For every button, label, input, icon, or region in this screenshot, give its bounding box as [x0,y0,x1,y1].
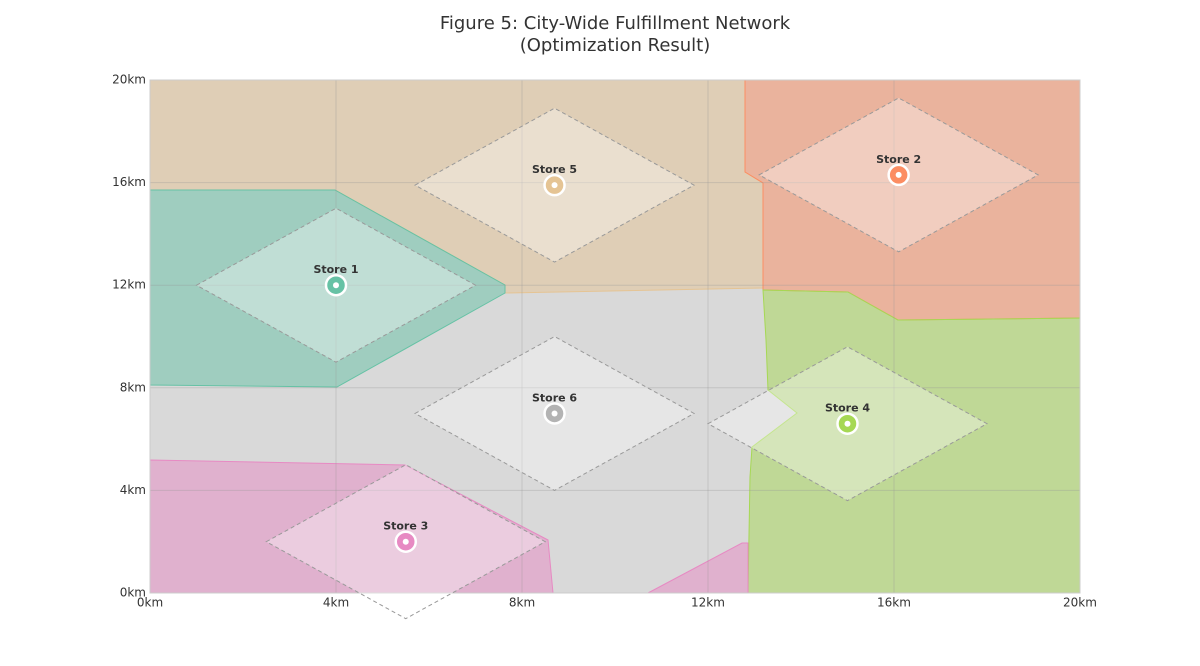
store-label: Store 6 [532,391,577,404]
store-label: Store 2 [876,153,921,166]
service-regions [149,79,1081,594]
store-label: Store 5 [532,163,577,176]
store-point-center [402,538,409,545]
x-tick-label: 20km [1063,596,1097,610]
store-label: Store 1 [313,263,358,276]
store-point-center [551,410,558,417]
x-tick-label: 16km [877,596,911,610]
store-label: Store 4 [825,402,870,415]
y-tick-label: 4km [120,483,146,497]
store-point-center [333,282,339,289]
y-tick-label: 20km [112,73,146,87]
plot-frame [149,79,1081,594]
y-tick-label: 12km [112,278,146,292]
y-tick-label: 8km [120,380,146,394]
y-tick-label: 16km [112,175,146,189]
chart-subtitle: (Optimization Result) [520,35,711,56]
store-point-center [551,182,558,189]
x-tick-label: 8km [509,596,535,610]
x-tick-label: 12km [691,596,725,610]
store-point-center [844,420,851,427]
x-tick-label: 0km [137,596,163,610]
x-tick-label: 4km [323,596,349,610]
y-tick-label: 0km [120,586,146,600]
region [747,289,1081,594]
chart-title: Figure 5: City-Wide Fulfillment Network [440,13,791,34]
store-label: Store 3 [383,520,428,533]
store-point-center [895,171,902,178]
